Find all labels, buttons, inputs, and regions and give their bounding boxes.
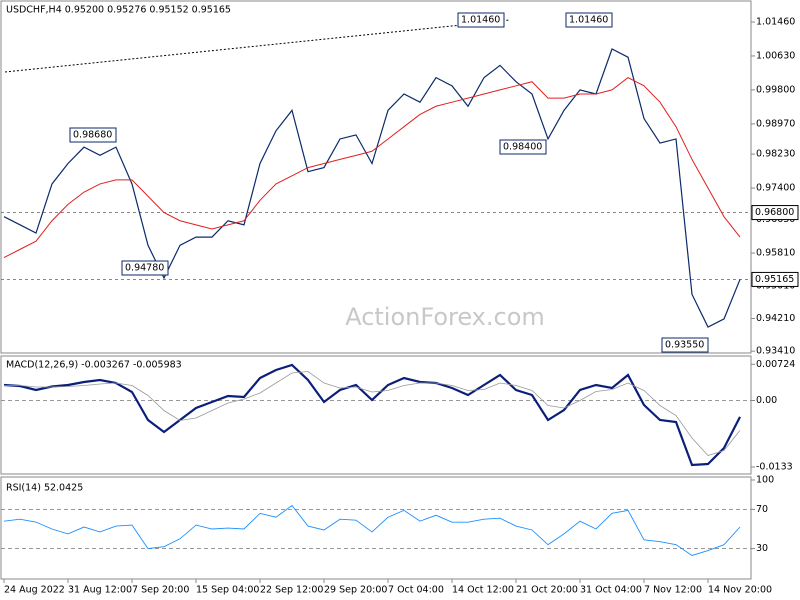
y-tick-label: 0.99800 bbox=[756, 84, 795, 95]
series-line bbox=[3, 504, 741, 556]
x-tick-label: 22 Sep 12:00 bbox=[260, 585, 323, 596]
watermark: ActionForex.com bbox=[345, 303, 545, 331]
annotation-box bbox=[121, 260, 169, 276]
level-label-box bbox=[751, 205, 799, 221]
x-tick-label: 24 Aug 2022 bbox=[4, 585, 65, 596]
y-tick-label: 0.94210 bbox=[756, 313, 795, 324]
x-tick-label: 14 Nov 20:00 bbox=[708, 585, 772, 596]
y-tick-label: 0.97400 bbox=[756, 183, 795, 194]
y-tick-label: 0.98230 bbox=[756, 149, 795, 160]
annotation-box bbox=[69, 127, 117, 143]
series-line bbox=[3, 363, 741, 467]
x-tick-label: 7 Oct 04:00 bbox=[388, 585, 444, 596]
y-tick-label: 0.00 bbox=[756, 395, 777, 406]
annotation-box bbox=[499, 139, 547, 155]
y-tick-label: 1.01460 bbox=[756, 17, 795, 28]
annotation: 0.93550 bbox=[665, 340, 704, 351]
level-label-box bbox=[751, 271, 799, 287]
annotation: 0.94780 bbox=[125, 263, 164, 274]
panel-title: MACD(12,26,9) -0.003267 -0.005983 bbox=[6, 360, 182, 371]
annotation-box bbox=[565, 12, 613, 28]
level-label: 0.96800 bbox=[755, 207, 794, 218]
series-line bbox=[3, 48, 741, 328]
trend-line bbox=[4, 19, 511, 73]
x-tick-label: 7 Nov 12:00 bbox=[644, 585, 702, 596]
y-tick-label: 70 bbox=[756, 504, 768, 515]
annotation-box bbox=[661, 337, 709, 353]
price-panel bbox=[0, 0, 752, 354]
annotation: 1.01460 bbox=[461, 15, 500, 26]
y-tick-label: -0.0133 bbox=[756, 462, 793, 473]
annotation: 0.98400 bbox=[503, 142, 542, 153]
series-line bbox=[4, 371, 741, 456]
annotation: 1.01460 bbox=[569, 15, 608, 26]
annotation: 0.98680 bbox=[73, 130, 112, 141]
x-tick-label: 31 Oct 04:00 bbox=[580, 585, 642, 596]
y-tick-label: 0.98970 bbox=[756, 118, 795, 129]
macd-panel bbox=[0, 355, 752, 475]
y-tick-label: 0.93410 bbox=[756, 346, 795, 357]
x-tick-label: 15 Sep 04:00 bbox=[196, 585, 259, 596]
x-tick-label: 29 Sep 20:00 bbox=[324, 585, 387, 596]
y-tick-label: 100 bbox=[756, 475, 774, 486]
y-tick-label: 1.00630 bbox=[756, 50, 795, 61]
x-tick-label: 14 Oct 12:00 bbox=[452, 585, 514, 596]
panel-title: RSI(14) 52.0425 bbox=[6, 483, 83, 494]
x-tick-label: 31 Aug 12:00 bbox=[68, 585, 132, 596]
y-tick-label: 30 bbox=[756, 543, 768, 554]
x-tick-label: 7 Sep 20:00 bbox=[132, 585, 189, 596]
y-tick-label: 0.95810 bbox=[756, 248, 795, 259]
x-tick-label: 21 Oct 20:00 bbox=[516, 585, 578, 596]
series-line bbox=[3, 77, 741, 258]
panel-title: USDCHF,H4 0.95200 0.95276 0.95152 0.9516… bbox=[6, 5, 231, 16]
rsi-panel bbox=[0, 476, 752, 580]
annotation-box bbox=[457, 12, 505, 28]
level-label: 0.95165 bbox=[755, 274, 794, 285]
y-tick-label: 0.00724 bbox=[756, 359, 795, 370]
